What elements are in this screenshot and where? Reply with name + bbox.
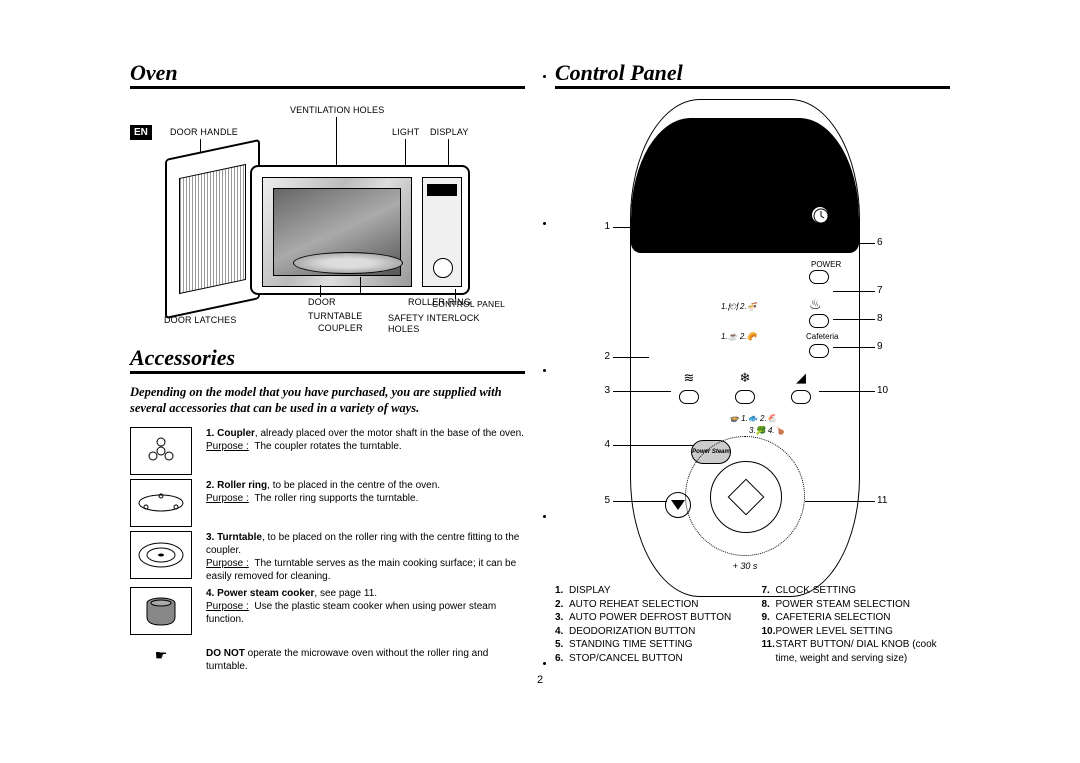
label-coupler: COUPLER (318, 323, 363, 333)
control-panel-outline: POWER ♨ 1.🍽 2.🍜 Cafeteria 1.☕ 2.🥐 ≋ ❄ ◢ (630, 99, 860, 597)
accessories-intro: Depending on the model that you have pur… (130, 384, 525, 417)
oven-diagram: VENTILATION HOLES DOOR HANDLE LIGHT DISP… (130, 99, 525, 339)
page-number: 2 (537, 674, 543, 686)
accessory-row: 3. Turntable, to be placed on the roller… (130, 531, 525, 583)
pointer-icon: ☛ (130, 647, 192, 673)
accessories-list: 1. Coupler, already placed over the moto… (130, 427, 525, 635)
accessory-row: 1. Coupler, already placed over the moto… (130, 427, 525, 475)
page: Oven VENTILATION HOLES DOOR HANDLE LIGHT… (130, 60, 950, 700)
callout-8: 8 (877, 313, 883, 324)
control-panel-heading: Control Panel (555, 60, 950, 89)
control-panel-legend: 1.DISPLAY 2.AUTO REHEAT SELECTION 3.AUTO… (555, 584, 950, 665)
turntable-icon (130, 531, 192, 579)
accessory-text: 4. Power steam cooker, see page 11. Purp… (206, 587, 525, 635)
roller-ring-icon (130, 479, 192, 527)
steam-waves-icon: ♨ (809, 296, 822, 313)
label-safety-interlock: SAFETY INTERLOCK (388, 313, 480, 323)
small-button-icon (679, 390, 699, 404)
callout-7: 7 (877, 285, 883, 296)
accessory-text: 2. Roller ring, to be placed in the cent… (206, 479, 440, 527)
oven-door-illustration (165, 139, 260, 319)
plus-30s-label: + 30 s (733, 561, 758, 571)
cafeteria-label: Cafeteria (806, 332, 838, 341)
label-door-handle: DOOR HANDLE (170, 127, 238, 137)
accessory-text: 3. Turntable, to be placed on the roller… (206, 531, 525, 583)
right-column: Control Panel POWER ♨ 1.🍽 2.🍜 Cafeteria … (555, 60, 950, 700)
label-safety-interlock-2: HOLES (388, 324, 419, 334)
dial-zone: + 30 s (685, 436, 805, 556)
accessory-text: 1. Coupler, already placed over the moto… (206, 427, 524, 475)
callout-2: 2 (555, 351, 610, 362)
callout-5: 5 (555, 495, 610, 506)
steam-cooker-icon (130, 587, 192, 635)
label-ventilation-holes: VENTILATION HOLES (290, 105, 384, 115)
accessory-row: 4. Power steam cooker, see page 11. Purp… (130, 587, 525, 635)
function-icons-row: ≋ ❄ ◢ (631, 370, 859, 390)
callout-4: 4 (555, 439, 610, 450)
steam-recipes-2: 3.🥦 4.🍗 (749, 426, 785, 435)
steam-recipes-1: 🍲 1.🐟 2.🐔 (729, 414, 777, 423)
label-display: DISPLAY (430, 127, 469, 137)
coupler-icon (130, 427, 192, 475)
callout-6: 6 (877, 237, 883, 248)
start-dial-icon (710, 461, 782, 533)
callout-1: 1 (555, 221, 610, 232)
control-panel-diagram: POWER ♨ 1.🍽 2.🍜 Cafeteria 1.☕ 2.🥐 ≋ ❄ ◢ (555, 99, 950, 619)
label-door: DOOR (308, 297, 336, 307)
function-buttons-row (631, 390, 859, 404)
label-turntable: TURNTABLE (308, 311, 362, 321)
label-door-latches: DOOR LATCHES (164, 315, 237, 325)
power-label: POWER (811, 260, 841, 269)
callout-10: 10 (877, 385, 888, 396)
callout-3: 3 (555, 385, 610, 396)
defrost-icon: ❄ (733, 370, 757, 390)
power-button-icon (809, 270, 829, 284)
clock-icon (811, 206, 829, 224)
oven-heading: Oven (130, 60, 525, 89)
power-level-icon: ◢ (789, 370, 813, 390)
cafeteria-button-icon (809, 344, 829, 358)
warning-note: ☛ DO NOT operate the microwave oven with… (130, 647, 525, 673)
cafeteria-icons: 1.☕ 2.🥐 (721, 332, 757, 341)
small-button-icon (735, 390, 755, 404)
legend-col-b: 7.CLOCK SETTING 8.POWER STEAM SELECTION … (762, 584, 951, 665)
oven-body-illustration (250, 165, 470, 295)
label-light: LIGHT (392, 127, 419, 137)
callout-9: 9 (877, 341, 883, 352)
steam-button-icon (809, 314, 829, 328)
reheat-icons: 1.🍽 2.🍜 (721, 302, 757, 311)
accessory-row: 2. Roller ring, to be placed in the cent… (130, 479, 525, 527)
reheat-icon: ≋ (677, 370, 701, 390)
legend-col-a: 1.DISPLAY 2.AUTO REHEAT SELECTION 3.AUTO… (555, 584, 744, 665)
cp-display-area (631, 118, 859, 253)
small-button-icon (791, 390, 811, 404)
accessories-heading: Accessories (130, 345, 525, 374)
label-control-panel: CONTROL PANEL (432, 299, 505, 309)
callout-11: 11 (877, 495, 887, 506)
left-column: Oven VENTILATION HOLES DOOR HANDLE LIGHT… (130, 60, 525, 700)
